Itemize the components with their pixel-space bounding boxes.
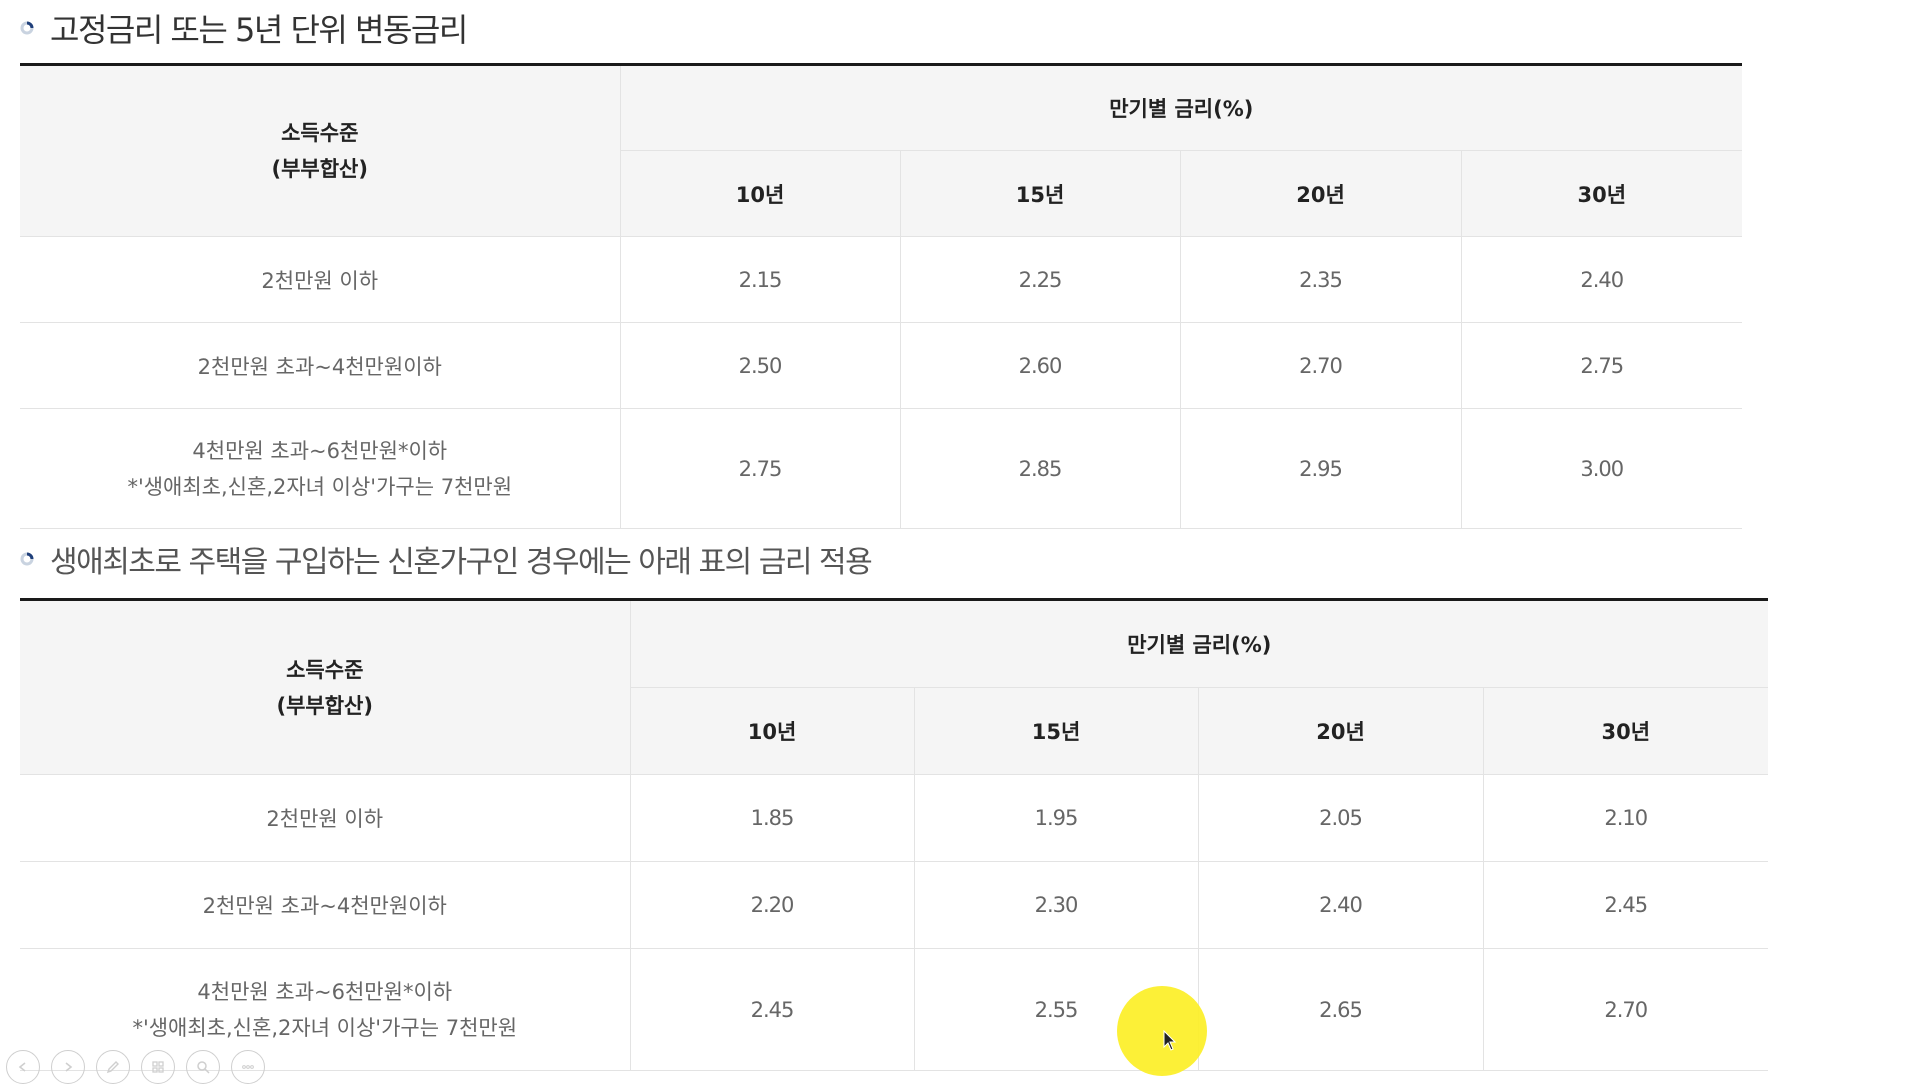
rate-table: 소득수준 (부부합산) 만기별 금리(%) 10년 15년 20년 30년 2천… xyxy=(20,598,1769,1071)
rate-cell: 3.00 xyxy=(1461,408,1743,529)
rate-cell: 2.05 xyxy=(1198,774,1484,862)
previous-icon[interactable] xyxy=(6,1050,40,1084)
table-row: 4천만원 초과~6천만원*이하 *'생애최초,신혼,2자녀 이상'가구는 7천만… xyxy=(20,948,1769,1071)
rate-cell: 2.75 xyxy=(1461,322,1743,409)
table-row: 4천만원 초과~6천만원*이하 *'생애최초,신혼,2자녀 이상'가구는 7천만… xyxy=(20,408,1743,529)
rate-cell: 2.75 xyxy=(620,408,901,529)
income-header: 소득수준 (부부합산) xyxy=(20,599,631,775)
rate-cell: 2.20 xyxy=(630,861,915,949)
rate-cell: 2.25 xyxy=(900,236,1181,323)
rate-cell: 2.10 xyxy=(1483,774,1769,862)
rate-cell: 2.85 xyxy=(900,408,1181,529)
section-title-text: 생애최초로 주택을 구입하는 신혼가구인 경우에는 아래 표의 금리 적용 xyxy=(50,545,873,580)
cursor-highlight xyxy=(1117,986,1207,1076)
rate-cell: 2.70 xyxy=(1180,322,1462,409)
section-title: 고정금리 또는 5년 단위 변동금리 xyxy=(20,4,468,52)
rate-cell: 2.15 xyxy=(620,236,901,323)
term-header: 30년 xyxy=(1483,687,1769,775)
term-header: 30년 xyxy=(1461,150,1743,237)
term-header: 15년 xyxy=(914,687,1199,775)
slides-icon[interactable] xyxy=(141,1050,175,1084)
table-row: 2천만원 이하 2.15 2.25 2.35 2.40 xyxy=(20,236,1743,323)
table-row: 2천만원 이하 1.85 1.95 2.05 2.10 xyxy=(20,774,1769,862)
slideshow-toolbar xyxy=(6,1050,265,1084)
term-header: 20년 xyxy=(1198,687,1484,775)
income-cell: 2천만원 초과~4천만원이하 xyxy=(20,861,631,949)
section-title: 생애최초로 주택을 구입하는 신혼가구인 경우에는 아래 표의 금리 적용 xyxy=(20,535,873,583)
rate-cell: 2.30 xyxy=(914,861,1199,949)
next-icon[interactable] xyxy=(51,1050,85,1084)
zoom-icon[interactable] xyxy=(186,1050,220,1084)
term-header: 20년 xyxy=(1180,150,1462,237)
rate-cell: 2.60 xyxy=(900,322,1181,409)
table-row: 2천만원 초과~4천만원이하 2.50 2.60 2.70 2.75 xyxy=(20,322,1743,409)
rate-cell: 1.95 xyxy=(914,774,1199,862)
income-cell: 4천만원 초과~6천만원*이하 *'생애최초,신혼,2자녀 이상'가구는 7천만… xyxy=(20,948,631,1071)
bullet-icon xyxy=(20,552,34,566)
rate-cell: 2.45 xyxy=(1483,861,1769,949)
table-row: 2천만원 초과~4천만원이하 2.20 2.30 2.40 2.45 xyxy=(20,861,1769,949)
rate-cell: 2.50 xyxy=(620,322,901,409)
section-title-text: 고정금리 또는 5년 단위 변동금리 xyxy=(50,11,468,49)
term-header: 15년 xyxy=(900,150,1181,237)
income-cell: 4천만원 초과~6천만원*이하 *'생애최초,신혼,2자녀 이상'가구는 7천만… xyxy=(20,408,621,529)
pen-icon[interactable] xyxy=(96,1050,130,1084)
rate-cell: 1.85 xyxy=(630,774,915,862)
rate-cell: 2.70 xyxy=(1483,948,1769,1071)
rate-cell: 2.95 xyxy=(1180,408,1462,529)
rate-cell: 2.40 xyxy=(1461,236,1743,323)
term-header: 10년 xyxy=(620,150,901,237)
more-icon[interactable] xyxy=(231,1050,265,1084)
rate-cell: 2.40 xyxy=(1198,861,1484,949)
bullet-icon xyxy=(20,21,34,35)
rate-table: 소득수준 (부부합산) 만기별 금리(%) 10년 15년 20년 30년 2천… xyxy=(20,63,1743,529)
income-cell: 2천만원 이하 xyxy=(20,774,631,862)
rate-group-header: 만기별 금리(%) xyxy=(630,599,1769,688)
rate-cell: 2.35 xyxy=(1180,236,1462,323)
rate-group-header: 만기별 금리(%) xyxy=(620,64,1743,151)
income-cell: 2천만원 초과~4천만원이하 xyxy=(20,322,621,409)
term-header: 10년 xyxy=(630,687,915,775)
income-cell: 2천만원 이하 xyxy=(20,236,621,323)
cursor-icon xyxy=(1163,1030,1177,1051)
income-header: 소득수준 (부부합산) xyxy=(20,64,621,237)
rate-cell: 2.45 xyxy=(630,948,915,1071)
rate-cell: 2.65 xyxy=(1198,948,1484,1071)
